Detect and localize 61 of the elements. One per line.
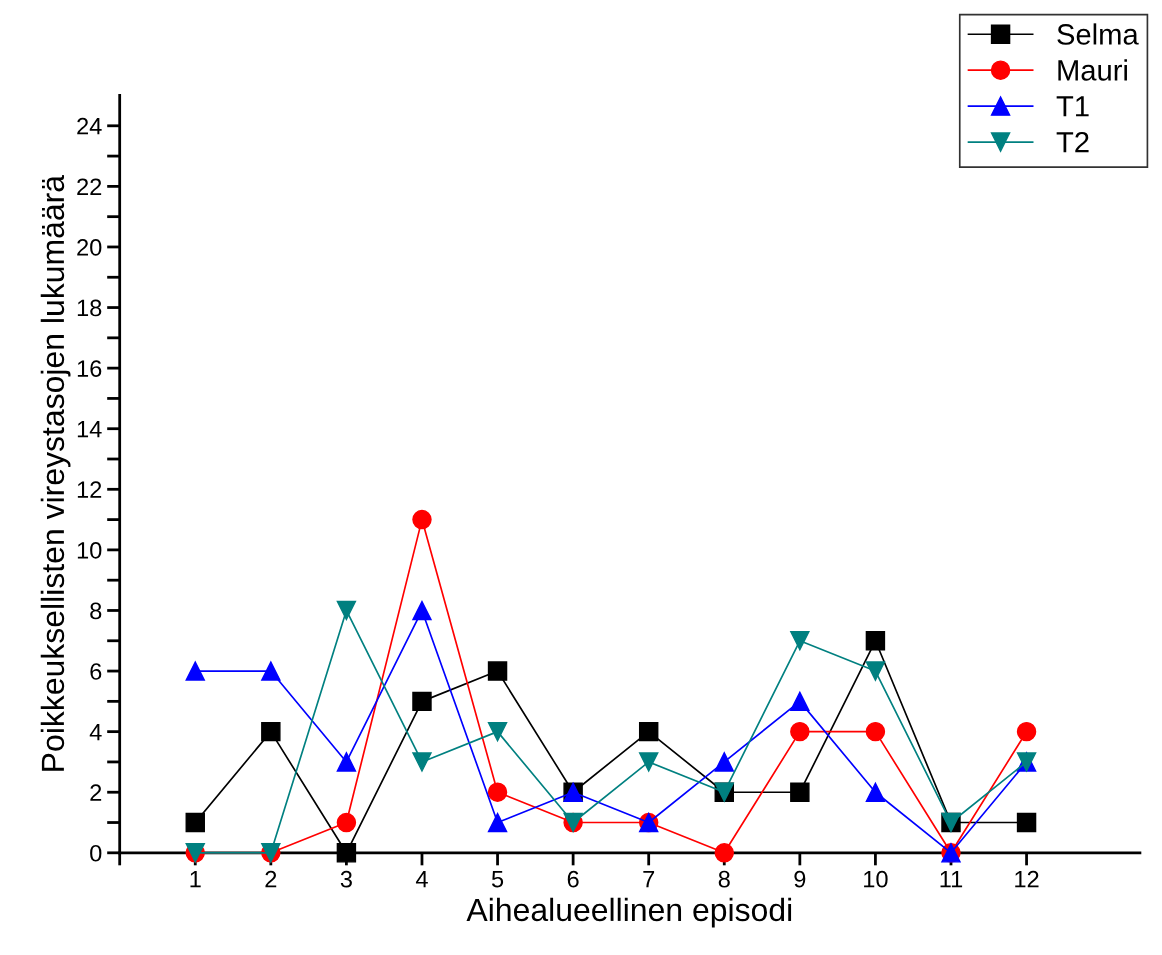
y-tick-label: 2 (90, 784, 102, 801)
point (336, 600, 357, 621)
y-tick-label: 6 (90, 663, 102, 680)
x-tick-label: 6 (567, 870, 579, 888)
point (1016, 812, 1037, 833)
point (790, 631, 810, 651)
legend-label: T1 (1056, 96, 1089, 117)
y-tick-label: 4 (89, 723, 102, 741)
y-tick-label: 8 (90, 602, 102, 620)
point (865, 631, 886, 651)
point (412, 691, 432, 712)
legend-label: T2 (1056, 131, 1089, 153)
point (261, 721, 281, 742)
point (412, 600, 432, 621)
point (865, 721, 886, 742)
point (638, 752, 659, 772)
point (714, 752, 734, 772)
point (336, 812, 357, 833)
x-tick-label: 1 (190, 871, 201, 888)
point (336, 752, 357, 772)
point (185, 661, 205, 681)
point (865, 782, 886, 802)
x-tick-label: 12 (1015, 870, 1039, 888)
point (412, 509, 432, 530)
point (412, 752, 432, 772)
x-tick-label: 11 (940, 871, 963, 888)
x-tick-label: 9 (794, 870, 806, 888)
x-tick-label: 4 (415, 871, 428, 888)
point (790, 691, 810, 712)
y-tick-label: 22 (77, 178, 102, 195)
point (1016, 721, 1037, 742)
point (714, 843, 734, 863)
x-tick-label: 8 (718, 870, 730, 888)
point (487, 721, 508, 742)
y-tick-label: 20 (77, 239, 102, 256)
point (487, 782, 508, 802)
point (185, 812, 205, 833)
y-tick-label: 16 (77, 360, 102, 377)
x-tick-label: 5 (491, 871, 504, 888)
point (336, 843, 357, 863)
x-tick-label: 10 (864, 870, 888, 888)
y-tick-label: 12 (77, 481, 102, 498)
y-tick-label: 10 (77, 541, 102, 559)
x-tick-label: 3 (340, 870, 352, 888)
legend-label: Selma (1057, 23, 1139, 45)
x-axis-title: Aihealueellinen episodi (466, 897, 792, 928)
y-tick-label: 14 (77, 421, 102, 438)
y-tick-label: 0 (90, 844, 102, 862)
y-axis-title: Poikkeuksellisten vireystasojen lukumäärä (40, 174, 71, 771)
point (790, 782, 810, 802)
point (261, 661, 281, 681)
point (638, 721, 659, 742)
y-tick-label: 24 (77, 117, 102, 135)
point (487, 661, 508, 681)
x-tick-label: 2 (265, 870, 277, 888)
point (487, 812, 508, 833)
y-tick-label: 18 (77, 299, 102, 317)
point (865, 661, 886, 681)
x-tick-label: 7 (643, 871, 655, 888)
point (790, 721, 810, 742)
legend-label: Mauri (1058, 59, 1127, 81)
